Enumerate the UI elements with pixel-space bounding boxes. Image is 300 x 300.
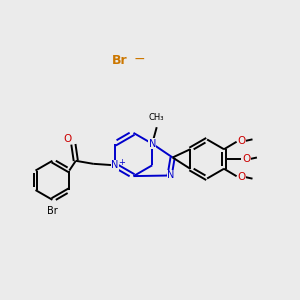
Text: O: O [238,172,246,182]
Text: CH₃: CH₃ [149,113,164,122]
Text: N: N [148,139,156,149]
Text: O: O [242,154,250,164]
Text: Br: Br [112,53,128,67]
Text: O: O [63,134,71,144]
Text: +: + [118,158,125,167]
Text: Br: Br [47,206,58,216]
Text: N: N [167,170,175,181]
Text: N: N [111,160,118,170]
Text: O: O [238,136,246,146]
Text: −: − [134,52,145,65]
